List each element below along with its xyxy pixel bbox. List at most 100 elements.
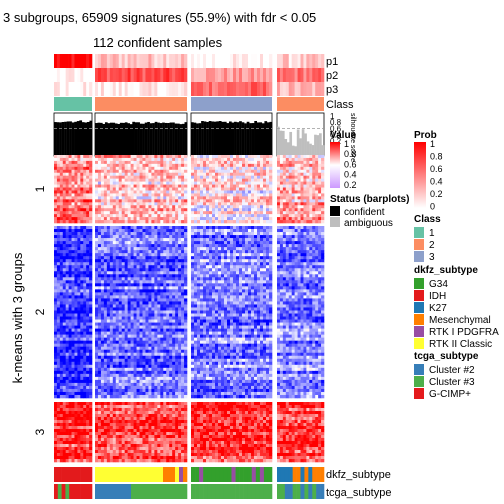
prob-cell: [221, 82, 225, 96]
heatmap-cell: [178, 376, 182, 381]
silhouette-bar: [249, 123, 252, 155]
prob-cell: [206, 54, 210, 68]
heatmap-cell: [169, 271, 173, 275]
heatmap-cell: [151, 301, 155, 305]
heatmap-cell: [263, 199, 267, 203]
heatmap-cell: [315, 184, 319, 188]
heatmap-cell: [163, 382, 167, 387]
heatmap-cell: [124, 307, 128, 311]
heatmap-cell: [145, 205, 149, 209]
heatmap-cell: [54, 358, 58, 363]
heatmap-cell: [151, 184, 155, 188]
heatmap-cell: [59, 286, 64, 290]
heatmap-cell: [151, 211, 155, 215]
prob-cell: [112, 82, 117, 96]
heatmap-cell: [233, 169, 237, 174]
heatmap-cell: [74, 217, 78, 221]
heatmap-cell: [68, 271, 72, 275]
silhouette-bar: [84, 122, 88, 155]
heatmap-cell: [288, 190, 292, 194]
heatmap-cell: [163, 301, 167, 305]
prob-cell: [148, 68, 152, 82]
heatmap-cell: [77, 166, 81, 171]
heatmap-cell: [77, 370, 81, 375]
heatmap-cell: [172, 379, 176, 384]
heatmap-cell: [89, 241, 93, 245]
heatmap-cell: [191, 196, 195, 200]
heatmap-cell: [77, 343, 81, 348]
heatmap-cell: [71, 331, 75, 335]
heatmap-cell: [77, 325, 81, 329]
heatmap-cell: [321, 211, 325, 215]
heatmap-cell: [80, 292, 84, 296]
heatmap-cell: [312, 172, 316, 176]
heatmap-cell: [184, 250, 188, 254]
heatmap-cell: [230, 190, 234, 194]
heatmap-cell: [194, 184, 198, 188]
heatmap-cell: [166, 322, 170, 326]
heatmap-cell: [100, 343, 105, 348]
heatmap-cell: [83, 304, 87, 308]
heatmap-cell: [321, 157, 325, 162]
heatmap-cell: [236, 172, 240, 176]
heatmap-cell: [160, 316, 164, 320]
heatmap-cell: [242, 226, 246, 230]
heatmap-cell: [136, 155, 140, 159]
heatmap-cell: [103, 349, 108, 354]
heatmap-cell: [145, 346, 149, 351]
prob-cell: [151, 68, 155, 82]
heatmap-cell: [233, 181, 237, 185]
prob-cell: [215, 82, 219, 96]
heatmap-cell: [124, 214, 128, 218]
heatmap-cell: [245, 211, 249, 215]
heatmap-cell: [133, 155, 137, 159]
heatmap-cell: [106, 370, 111, 375]
heatmap-cell: [124, 202, 128, 206]
heatmap-cell: [136, 166, 140, 171]
prob-cell: [68, 54, 72, 68]
heatmap-cell: [68, 337, 72, 341]
heatmap-cell: [54, 367, 58, 372]
heatmap-cell: [279, 193, 284, 197]
heatmap-cell: [56, 286, 61, 290]
heatmap-cell: [54, 307, 58, 311]
heatmap-cell: [127, 160, 131, 165]
heatmap-cell: [59, 271, 64, 275]
heatmap-cell: [118, 196, 123, 200]
prob-cell: [266, 82, 270, 96]
heatmap-cell: [200, 184, 204, 188]
heatmap-cell: [86, 310, 90, 314]
heatmap-cell: [74, 280, 78, 284]
heatmap-cell: [139, 310, 143, 314]
heatmap-cell: [245, 184, 249, 188]
heatmap-cell: [269, 184, 273, 188]
heatmap-cell: [121, 307, 125, 311]
heatmap-cell: [215, 229, 219, 233]
prob-cell: [242, 68, 246, 82]
heatmap-cell: [80, 274, 84, 278]
heatmap-cell: [166, 316, 170, 320]
heatmap-cell: [160, 220, 164, 224]
heatmap-cell: [74, 373, 78, 378]
heatmap-cell: [154, 277, 158, 281]
heatmap-cell: [230, 229, 234, 233]
heatmap-cell: [109, 319, 114, 323]
heatmap-cell: [95, 229, 99, 233]
heatmap-cell: [86, 184, 90, 188]
heatmap-cell: [127, 322, 131, 326]
heatmap-cell: [181, 178, 185, 182]
heatmap-cell: [118, 394, 123, 399]
heatmap-cell: [181, 214, 185, 218]
heatmap-cell: [148, 295, 152, 299]
heatmap-cell: [236, 175, 240, 179]
heatmap-cell: [124, 391, 128, 396]
heatmap-cell: [139, 283, 143, 287]
heatmap-cell: [121, 202, 125, 206]
heatmap-cell: [97, 316, 102, 320]
heatmap-cell: [145, 175, 149, 179]
heatmap-cell: [151, 205, 155, 209]
prob-cell: [160, 54, 164, 68]
heatmap-cell: [203, 163, 207, 168]
heatmap-cell: [124, 352, 128, 357]
heatmap-cell: [103, 331, 108, 335]
